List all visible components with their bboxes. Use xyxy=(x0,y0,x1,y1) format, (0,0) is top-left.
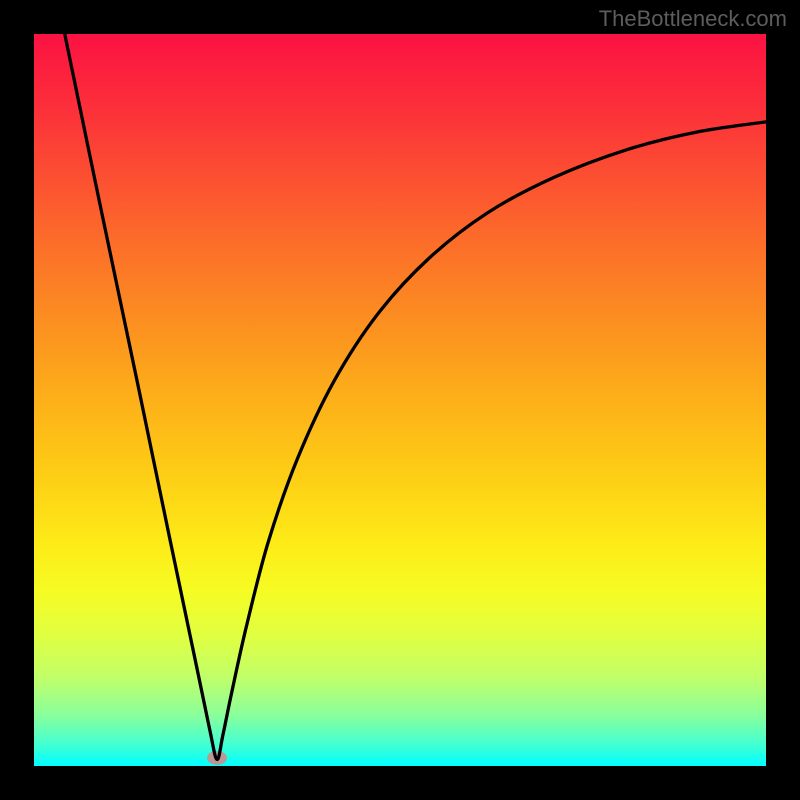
bottleneck-chart xyxy=(0,0,800,800)
watermark-text: TheBottleneck.com xyxy=(599,6,787,32)
plot-background xyxy=(34,34,766,766)
